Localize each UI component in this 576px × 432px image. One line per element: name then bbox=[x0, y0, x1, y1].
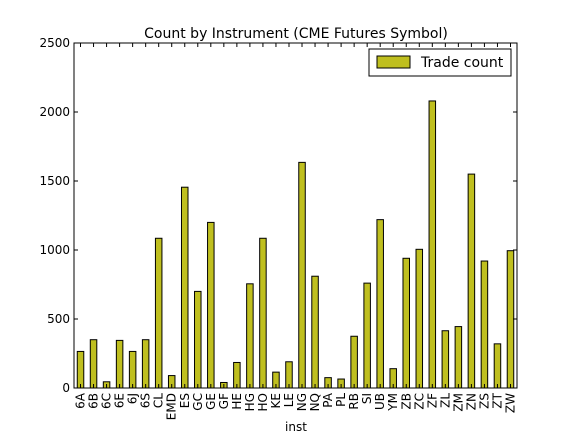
bar-ZM bbox=[454, 326, 463, 389]
bar-RB bbox=[350, 335, 358, 389]
bar-CL bbox=[154, 237, 163, 389]
x-tick-label: PA bbox=[321, 392, 335, 407]
x-tick-label: 6C bbox=[100, 393, 114, 409]
x-tick-label: NQ bbox=[308, 393, 322, 411]
x-tick-label: HO bbox=[256, 393, 270, 411]
x-tick-label: ZL bbox=[438, 393, 452, 408]
bar-NG bbox=[298, 161, 306, 389]
x-tick-label: ES bbox=[178, 393, 192, 408]
bar-ES bbox=[180, 186, 189, 389]
x-tick-label: CL bbox=[152, 393, 166, 408]
bar-ZT bbox=[493, 343, 502, 389]
x-tick-label: LE bbox=[282, 393, 296, 407]
x-tick-label: GC bbox=[191, 393, 205, 411]
bar-NQ bbox=[311, 275, 319, 389]
x-tick-label: UB bbox=[373, 393, 387, 410]
x-tick-label: 6J bbox=[126, 393, 140, 404]
x-tick-label: GF bbox=[217, 393, 231, 409]
plot-frame bbox=[73, 42, 518, 389]
bar-ZB bbox=[402, 257, 410, 389]
x-tick-label: ZC bbox=[412, 393, 426, 410]
x-tick-label: 6A bbox=[74, 392, 88, 409]
x-axis-label: inst bbox=[285, 420, 307, 432]
x-tick-label: GE bbox=[204, 393, 218, 410]
bar-SI bbox=[363, 282, 371, 389]
bar-ZF bbox=[428, 100, 437, 389]
legend-label: Trade count bbox=[420, 55, 504, 71]
x-tick-label: ZT bbox=[490, 392, 504, 408]
x-tick-label: RB bbox=[347, 393, 361, 410]
x-tick-label: ZF bbox=[425, 393, 439, 408]
y-tick-label: 2500 bbox=[39, 36, 70, 50]
x-tick-label: HE bbox=[230, 393, 244, 410]
x-tick-label: 6B bbox=[87, 393, 101, 409]
y-tick-label: 1000 bbox=[39, 243, 70, 257]
bar-GE bbox=[207, 221, 215, 389]
x-tick-label: ZN bbox=[464, 393, 478, 410]
bar-6A bbox=[76, 350, 85, 389]
bar-6S bbox=[141, 339, 150, 389]
x-tick-label: ZB bbox=[399, 393, 413, 409]
bar-6B bbox=[89, 339, 98, 389]
chart-title: Count by Instrument (CME Futures Symbol) bbox=[144, 26, 448, 42]
x-tick-label: YM bbox=[386, 393, 400, 412]
x-tick-label: ZS bbox=[477, 393, 491, 409]
bar-HO bbox=[259, 237, 267, 389]
x-tick-label: HG bbox=[243, 393, 257, 411]
legend: Trade count bbox=[368, 48, 512, 77]
x-tick-label: SI bbox=[360, 393, 374, 404]
x-tick-label: PL bbox=[334, 393, 348, 407]
bar-GC bbox=[194, 290, 202, 389]
x-tick-label: ZM bbox=[451, 393, 465, 412]
y-tick-label: 1500 bbox=[39, 174, 70, 188]
y-tick-label: 500 bbox=[47, 312, 70, 326]
x-tick-label: NG bbox=[295, 393, 309, 411]
y-tick-label: 2000 bbox=[39, 105, 70, 119]
x-tick-label: 6E bbox=[113, 393, 127, 408]
x-axis-ticks: 6A 6B 6C 6E 6J 6S CL EMD ES GC GE GF HE HG HO KE LE NG NQ P… bbox=[74, 43, 517, 420]
bar-6E bbox=[115, 339, 124, 389]
bar-UB bbox=[376, 219, 384, 389]
bar-ZW bbox=[506, 250, 515, 389]
bar-ZC bbox=[415, 248, 424, 389]
x-tick-label: ZW bbox=[503, 393, 517, 413]
bar-6J bbox=[128, 350, 137, 389]
bar-ZN bbox=[467, 173, 476, 389]
bar-HG bbox=[246, 283, 254, 389]
y-tick-label: 0 bbox=[62, 381, 70, 395]
bars bbox=[76, 100, 515, 389]
legend-swatch bbox=[376, 55, 411, 69]
x-tick-label: KE bbox=[269, 393, 283, 408]
x-tick-label: EMD bbox=[165, 393, 179, 420]
bar-ZL bbox=[441, 330, 450, 389]
x-tick-label: 6S bbox=[139, 393, 153, 408]
bar-ZS bbox=[480, 260, 489, 389]
y-axis-ticks: 0 500 1000 1500 2000 2500 bbox=[39, 36, 517, 395]
